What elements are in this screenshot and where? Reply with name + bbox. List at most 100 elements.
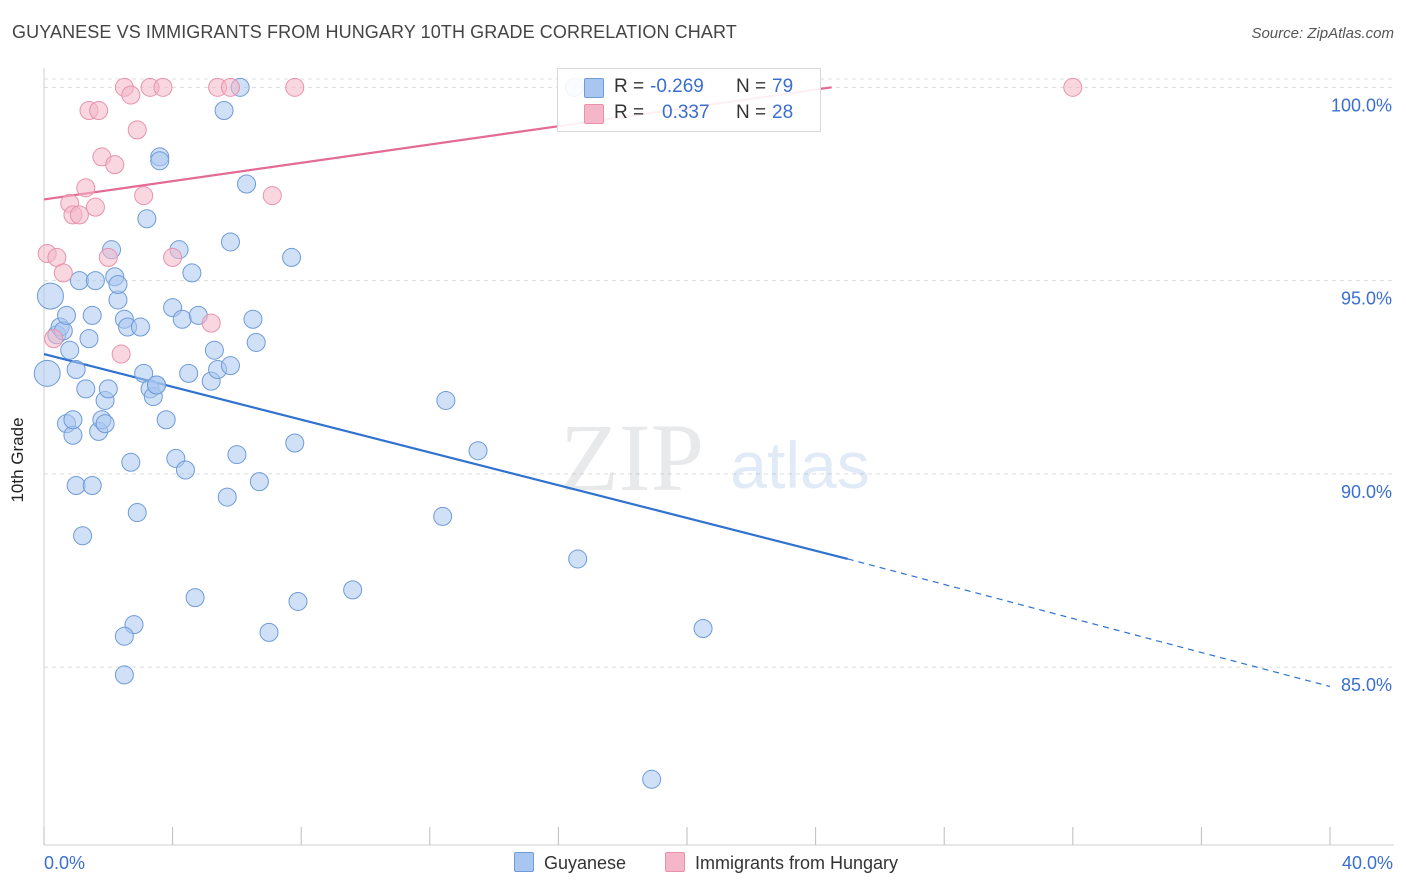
point-hungary — [105, 155, 125, 175]
point-guyanese — [95, 414, 115, 434]
point-hungary — [53, 263, 73, 283]
legend-n-label: N = — [736, 76, 767, 97]
y-tick-label: 90.0% — [1341, 482, 1392, 502]
bottom-legend-hungary: Immigrants from Hungary — [665, 852, 898, 874]
point-guyanese — [147, 375, 167, 395]
point-guyanese — [259, 622, 279, 642]
point-guyanese — [127, 503, 147, 523]
point-guyanese — [156, 410, 176, 430]
point-guyanese — [60, 340, 80, 360]
source-credit: Source: ZipAtlas.com — [1251, 25, 1394, 42]
point-guyanese — [285, 433, 305, 453]
point-hungary — [69, 205, 89, 225]
legend-r-value: -0.269 — [650, 76, 704, 97]
chart-title: GUYANESE VS IMMIGRANTS FROM HUNGARY 10TH… — [12, 22, 737, 42]
point-guyanese — [220, 356, 240, 376]
point-guyanese — [114, 626, 134, 646]
point-guyanese — [568, 549, 588, 569]
legend-n-label: N = — [736, 102, 767, 123]
point-guyanese — [69, 271, 89, 291]
point-guyanese — [243, 309, 263, 329]
point-guyanese — [204, 340, 224, 360]
legend-n-value: 28 — [772, 102, 794, 123]
point-guyanese — [237, 174, 257, 194]
point-hungary — [111, 344, 131, 364]
point-guyanese — [121, 452, 141, 472]
point-hungary — [89, 101, 109, 121]
point-guyanese — [179, 363, 199, 383]
point-hungary — [201, 313, 221, 333]
bottom-legend-label-hungary: Immigrants from Hungary — [695, 853, 899, 873]
point-guyanese — [79, 329, 99, 349]
point-guyanese — [85, 271, 105, 291]
point-guyanese — [220, 232, 240, 252]
point-hungary — [98, 247, 118, 267]
point-hungary — [1063, 77, 1083, 97]
point-guyanese — [82, 305, 102, 325]
x-tick-label-min: 0.0% — [44, 853, 85, 873]
point-guyanese — [63, 410, 83, 430]
y-tick-label: 95.0% — [1341, 289, 1392, 309]
point-guyanese — [246, 332, 266, 352]
point-guyanese — [150, 151, 170, 171]
point-guyanese — [114, 665, 134, 685]
point-guyanese — [227, 445, 247, 465]
axes — [43, 68, 1394, 846]
legend-swatch-guyanese — [584, 78, 604, 98]
point-guyanese — [82, 475, 102, 495]
point-guyanese — [98, 379, 118, 399]
point-guyanese — [214, 101, 234, 121]
watermark-zip: ZIP — [560, 404, 704, 511]
point-hungary — [153, 77, 173, 97]
point-guyanese — [172, 309, 192, 329]
point-guyanese — [137, 209, 157, 229]
point-guyanese — [288, 591, 308, 611]
point-guyanese — [693, 619, 713, 639]
point-guyanese — [76, 379, 96, 399]
point-hungary — [76, 178, 96, 198]
watermark-atlas: atlas — [730, 428, 869, 502]
legend-r-value: 0.337 — [662, 102, 710, 123]
legend-n-value: 79 — [772, 76, 794, 97]
bottom-legend-swatch-guyanese — [514, 852, 534, 872]
bottom-legend-swatch-hungary — [665, 852, 685, 872]
bottom-legend-label-guyanese: Guyanese — [544, 853, 627, 873]
point-guyanese — [436, 390, 456, 410]
trend-line-guyanese — [43, 352, 849, 561]
point-guyanese — [66, 360, 86, 380]
point-guyanese — [66, 475, 86, 495]
point-guyanese — [642, 769, 662, 789]
point-guyanese — [468, 441, 488, 461]
y-tick-label: 85.0% — [1341, 675, 1392, 695]
point-guyanese — [433, 506, 453, 526]
legend-r-label: R = — [614, 102, 645, 123]
point-guyanese — [175, 460, 195, 480]
point-hungary — [285, 77, 305, 97]
trend-lines — [43, 86, 1331, 688]
point-guyanese — [73, 526, 93, 546]
point-hungary — [262, 186, 282, 206]
point-hungary — [220, 77, 240, 97]
point-hungary — [127, 120, 147, 140]
grid-lines — [44, 78, 1394, 668]
point-guyanese — [130, 317, 150, 337]
point-hungary — [85, 197, 105, 217]
point-hungary — [134, 186, 154, 206]
point-guyanese — [217, 487, 237, 507]
watermark: ZIP atlas — [560, 404, 870, 511]
point-guyanese — [343, 580, 363, 600]
legend-swatch-hungary — [584, 104, 604, 124]
x-tick-label-max: 40.0% — [1342, 853, 1393, 873]
stats-legend: R = -0.269 N = 79 R = 0.337 N = 28 — [557, 68, 821, 132]
point-guyanese — [182, 263, 202, 283]
bottom-legend-guyanese: Guyanese — [514, 852, 626, 874]
legend-r-label: R = — [614, 76, 645, 97]
data-points — [33, 77, 1083, 789]
point-guyanese — [33, 359, 61, 387]
trend-line-guyanese-extension — [847, 558, 1331, 688]
point-hungary — [44, 329, 64, 349]
point-guyanese — [282, 247, 302, 267]
tick-labels: 85.0% 90.0% 95.0% 100.0% 0.0% 40.0% — [44, 95, 1393, 873]
point-guyanese — [57, 305, 77, 325]
